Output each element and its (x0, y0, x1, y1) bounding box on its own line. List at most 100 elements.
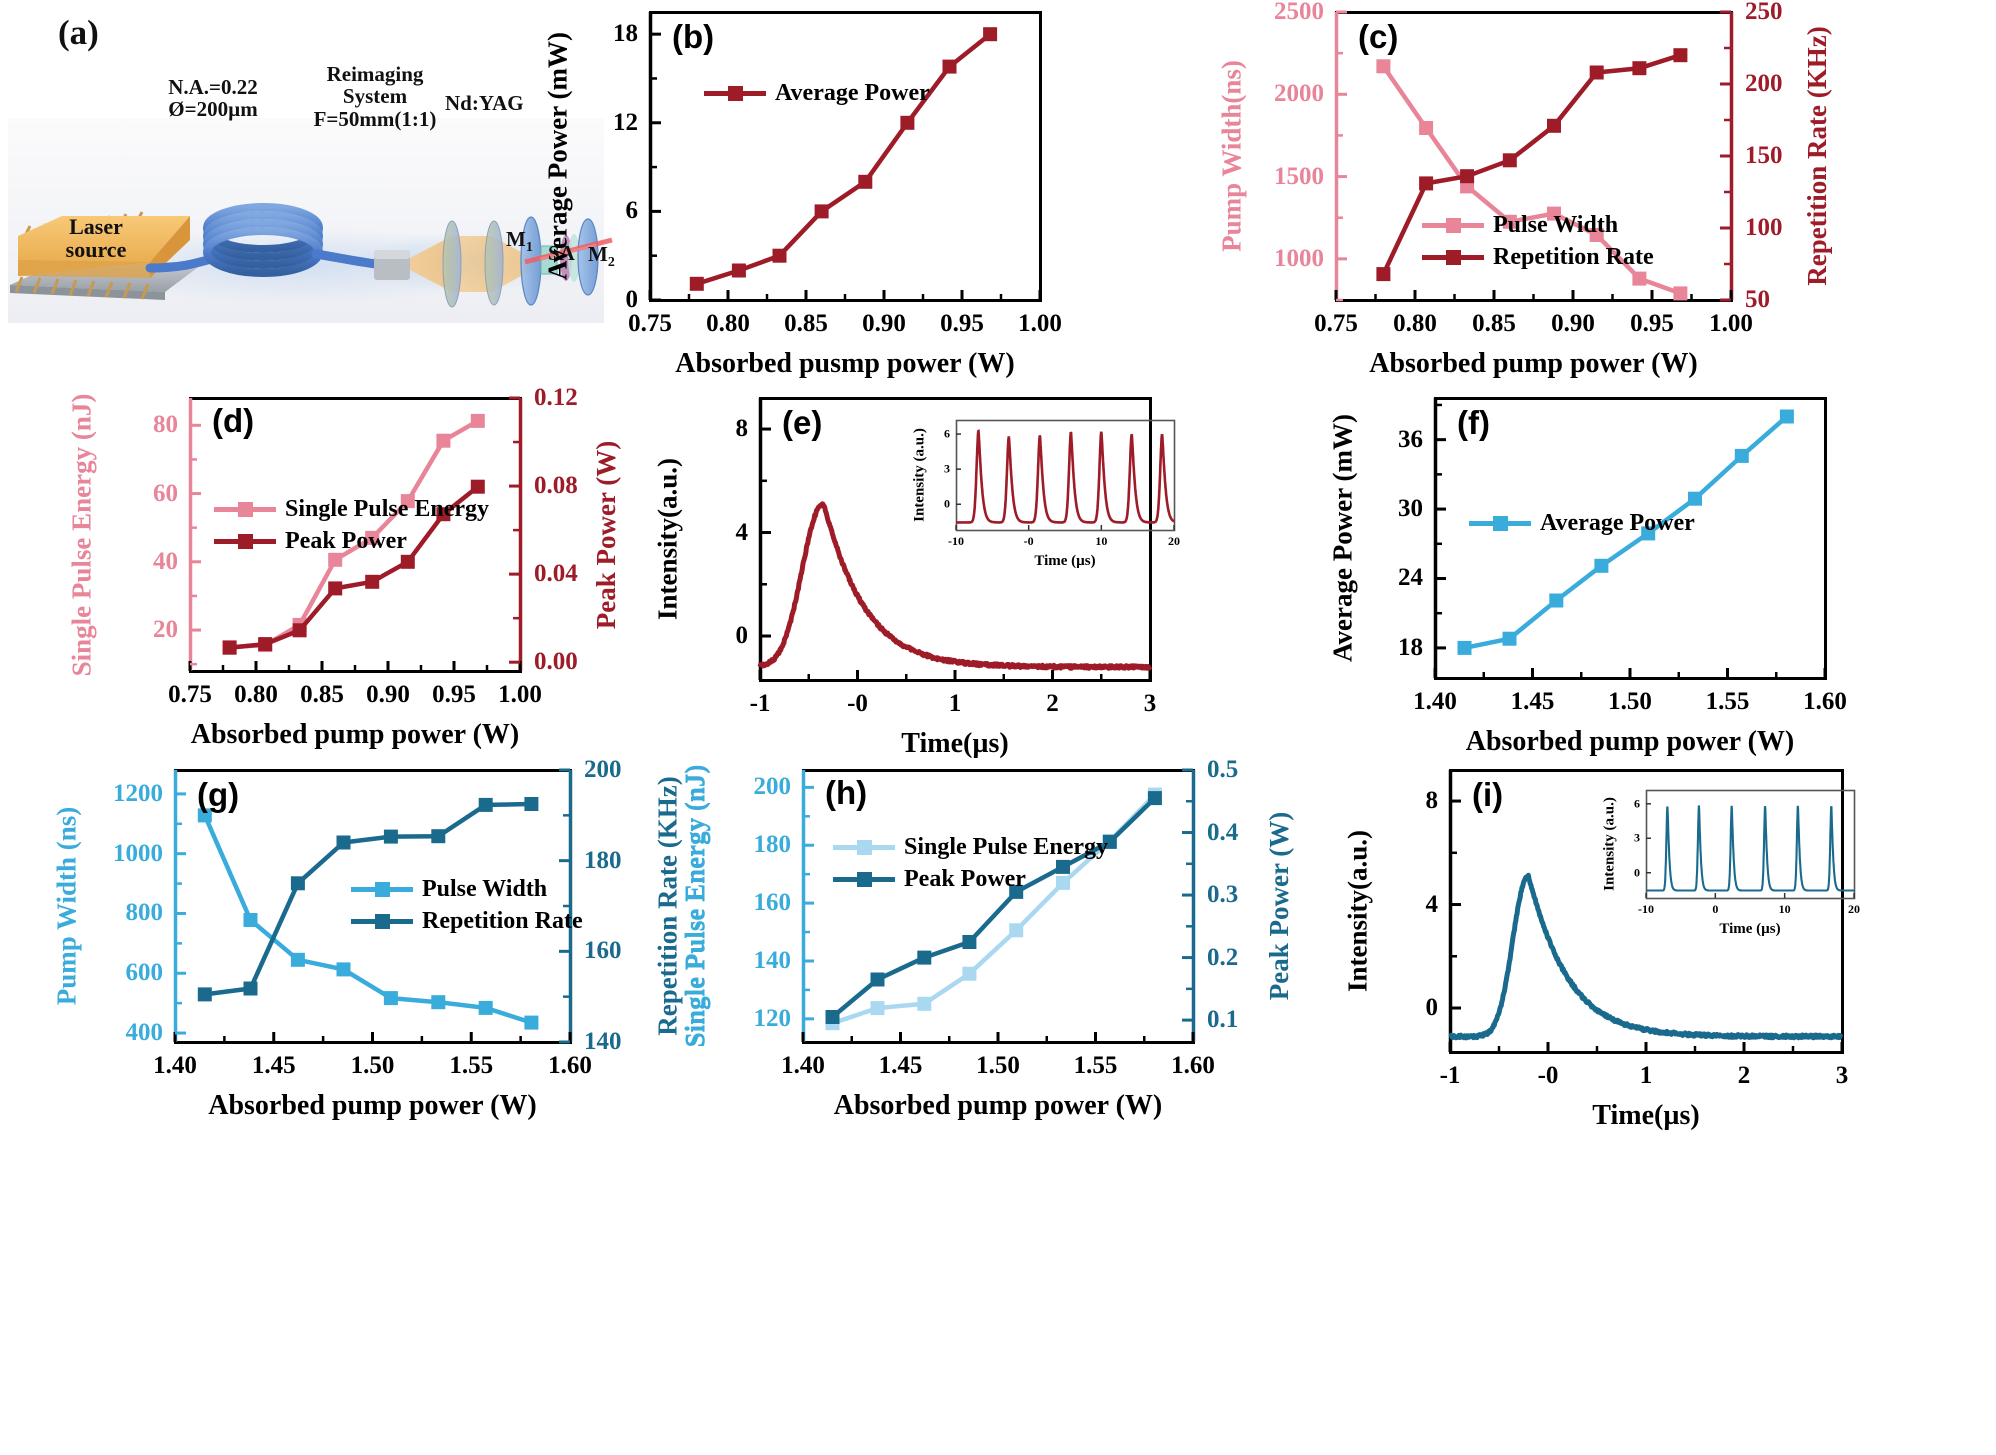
panel-label-d: (d) (212, 402, 254, 440)
panel-f: (f) 1.40 1.45 1.50 1.55 1.60 18 24 30 36 Absorbed … (1435, 398, 1825, 678)
panel-b: (b) 0.75 0.80 0.85 0.90 0.95 1.00 0 6 12 18 Absorbe… (650, 12, 1040, 300)
panel-c: (c) 0.75 0.80 0.85 0.90 0.95 1.00 1000 1500 2000 2… (1336, 12, 1731, 300)
m2-label: M2 (588, 243, 615, 271)
crystal-annotation: Nd:YAG (445, 92, 524, 114)
m1-label: M1 (506, 228, 533, 256)
legend: Single Pulse Energy Peak Power (214, 496, 489, 560)
data-point (293, 623, 307, 637)
x-tick-label: 1.00 (1018, 310, 1062, 338)
legend-label: Peak Power (904, 866, 1026, 893)
y-axis-title-left: Single Pulse Energy (nJ) (67, 393, 98, 676)
x-axis-title: Time(µs) (1592, 1100, 1699, 1132)
y-axis-title-right-line: Repetition Rate (KHz) (654, 765, 682, 1048)
data-point (365, 575, 379, 589)
y-tick-label-right: 50 (1745, 286, 1770, 314)
data-point (436, 434, 450, 448)
x-tick-label: 0.95 (940, 310, 984, 338)
x-tick-label: 0.90 (862, 310, 906, 338)
x-tick-label: 0.85 (1472, 310, 1516, 338)
panel-e: (e) -1 -0 1 2 3 0 4 8 Time(µs) Intensity(a.u.) 0 3 6-… (760, 398, 1150, 680)
data-point (1594, 559, 1608, 573)
legend: Average Power (1469, 510, 1695, 542)
y-axis-title-right: Peak Power (W) (592, 440, 620, 628)
x-tick-label: 1.50 (976, 1052, 1020, 1080)
x-tick-label: 0.75 (1314, 310, 1358, 338)
y-tick-label-left: 4 (736, 519, 749, 547)
x-tick-label: 1.40 (781, 1052, 825, 1080)
y-tick-label-right: 180 (584, 847, 622, 875)
data-point (826, 1010, 840, 1024)
y-axis-title-left: Pump Width(ns) (1217, 60, 1248, 252)
x-tick-label: 0.85 (784, 310, 828, 338)
inset-x-axis-title: Time (µs) (1719, 921, 1780, 938)
x-tick-label: 0.80 (706, 310, 750, 338)
panel-a-schematic: (a) N.A.=0.22 Ø=200µm Reimaging System F=50… (0, 0, 612, 340)
data-point (223, 641, 237, 655)
x-tick-label: -1 (1440, 1062, 1461, 1090)
legend-swatch (833, 840, 895, 855)
legend-item: Average Power (1469, 510, 1695, 537)
legend-label: Pulse Width (422, 876, 547, 903)
y-tick-label-left: 60 (153, 480, 178, 508)
data-point (815, 204, 829, 218)
x-tick-label: 1.45 (879, 1052, 923, 1080)
legend-swatch (351, 882, 413, 897)
panel-d: (d) 0.75 0.80 0.85 0.90 0.95 1.00 20 40 60 80 0.00 0… (190, 398, 520, 671)
legend-label: Pulse Width (1493, 212, 1618, 239)
x-tick-label: 3 (1836, 1062, 1849, 1090)
y-tick-label-right: 0.08 (534, 472, 578, 500)
y-tick-label-left: 20 (153, 616, 178, 644)
y-tick-label-left: 24 (1398, 564, 1423, 592)
inset-x-tick-label: 0 (1712, 902, 1718, 917)
panel-label-h: (h) (825, 774, 867, 812)
inset-y-tick-label: 3 (1634, 831, 1640, 846)
panel-a-label: (a) (58, 14, 99, 51)
data-point (258, 637, 272, 651)
x-tick-label: 0.85 (300, 681, 344, 709)
x-tick-label: 1.00 (1709, 310, 1753, 338)
data-point (1148, 791, 1162, 805)
x-tick-label: 0.75 (168, 681, 212, 709)
legend-swatch (214, 534, 276, 549)
y-tick-label-left: 18 (613, 20, 638, 48)
legend-item: Pulse Width (1422, 212, 1654, 239)
y-axis-title-left: Average Power (mW) (1328, 414, 1359, 662)
data-point (524, 797, 538, 811)
y-tick-label-right: 250 (1745, 0, 1783, 26)
inset-x-tick-label: 10 (1779, 902, 1791, 917)
data-point (858, 175, 872, 189)
panel-label-g: (g) (197, 776, 239, 814)
data-point (1460, 169, 1474, 183)
legend-label: Repetition Rate (422, 908, 583, 935)
lens-2 (485, 221, 503, 305)
y-tick-label-right: 0.00 (534, 648, 578, 676)
legend-swatch (214, 502, 276, 517)
data-point (690, 277, 704, 291)
y-axis-title-right-line: Peak Power (W) (1265, 812, 1293, 1000)
legend-item: Repetition Rate (1422, 244, 1654, 271)
y-tick-label-left: 18 (1398, 634, 1423, 662)
y-tick-label-left: 6 (626, 197, 639, 225)
panel-g: (g) 1.40 1.45 1.50 1.55 1.60 400 600 800 1000 1200… (175, 770, 570, 1042)
legend-item: Single Pulse Energy (833, 834, 1108, 861)
inset-x-tick-label: 10 (1095, 534, 1107, 549)
legend-label: Average Power (775, 80, 930, 107)
data-point (244, 913, 258, 927)
inset-y-tick-label: 0 (944, 497, 950, 512)
panel-label-b: (b) (672, 18, 714, 56)
x-tick-label: 0.80 (234, 681, 278, 709)
y-tick-label-right: 0.04 (534, 560, 578, 588)
y-axis-title-right: Peak Power (W) (1265, 812, 1293, 1000)
lens-1 (443, 221, 461, 307)
x-tick-label: 0.95 (432, 681, 476, 709)
data-point (479, 1001, 493, 1015)
y-axis-title-left: Average Power (mW) (543, 32, 574, 280)
data-point (471, 480, 485, 494)
x-axis-title: Absorbed pump power (W) (191, 719, 520, 751)
y-tick-label-left: 36 (1398, 426, 1423, 454)
y-tick-label-left: 160 (754, 889, 792, 917)
x-tick-label: 2 (1046, 690, 1059, 718)
data-point (1688, 492, 1702, 506)
legend: Single Pulse Energy Peak Power (833, 834, 1108, 898)
data-point (1549, 594, 1563, 608)
